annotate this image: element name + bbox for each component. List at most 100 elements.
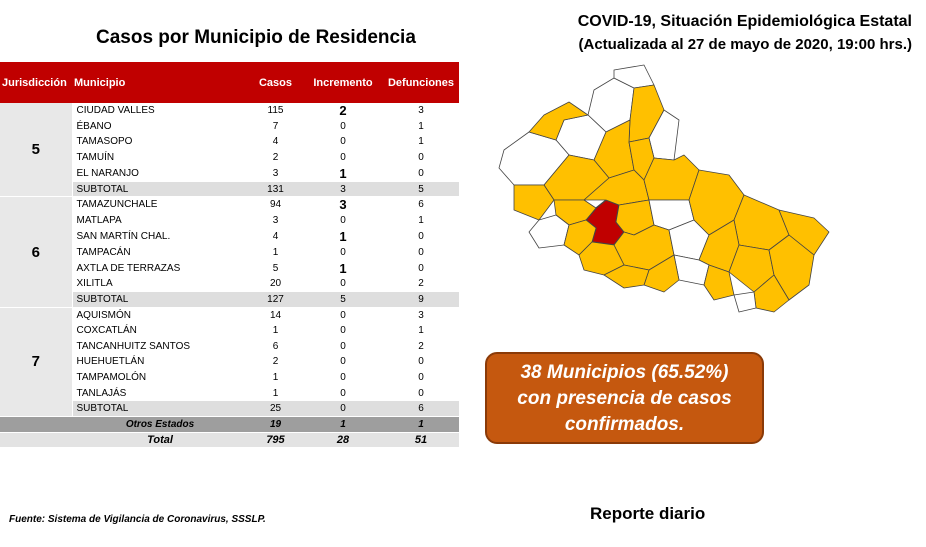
table-row: TANCANHUITZ SANTOS 6 0 2 [0,338,459,355]
defunciones-cell: 0 [383,354,459,371]
casos-cell: 1 [248,369,303,386]
incremento-cell: 0 [303,338,383,355]
table-body: 5 CIUDAD VALLES 115 2 3 ÉBANO 7 0 1 TAMASOPO 4 0 1 TA… [0,103,459,449]
subtotal-casos: 25 [248,400,303,417]
incremento-cell: 0 [303,369,383,386]
defunciones-cell: 1 [383,212,459,230]
subtotal-row: SUBTOTAL 127 5 9 [0,291,459,308]
casos-cell: 1 [248,244,303,261]
table-row: TANLAJÁS 1 0 0 [0,385,459,402]
table-row: AXTLA DE TERRAZAS 5 1 0 [0,260,459,277]
otros-label: Otros Estados [72,416,248,433]
defunciones-cell: 2 [383,338,459,355]
report-title-date: (Actualizada al 27 de mayo de 2020, 19:0… [578,36,913,53]
total-casos: 795 [248,432,303,449]
table-row: SAN MARTÍN CHAL. 4 1 0 [0,228,459,246]
incremento-cell: 2 [303,103,383,120]
casos-cell: 1 [248,322,303,340]
table-row: TAMPAMOLÓN 1 0 0 [0,369,459,386]
source-note: Fuente: Sistema de Vigilancia de Coronav… [9,514,266,525]
defunciones-cell: 0 [383,369,459,386]
total-incremento: 28 [303,432,383,449]
municipio-cell: SAN MARTÍN CHAL. [72,228,248,246]
defunciones-cell: 3 [383,307,459,324]
municipio-cell: ÉBANO [72,118,248,135]
incremento-cell: 0 [303,118,383,135]
map-region-y5 [513,184,555,221]
jurisdiccion-cell: 5 [0,103,73,198]
municipio-cell: HUEHUETLÁN [72,354,248,371]
casos-cell: 4 [248,228,303,246]
map-region-w6 [528,214,570,249]
casos-cell: 2 [248,354,303,371]
table-row: EL NARANJO 3 1 0 [0,165,459,182]
reporte-diario: Reporte diario [590,504,706,523]
casos-cell: 14 [248,307,303,324]
defunciones-cell: 0 [383,149,459,166]
header-municipio: Municipio [72,62,248,103]
map-region-y23 [603,264,650,289]
table-row: ÉBANO 7 0 1 [0,118,459,135]
defunciones-cell: 3 [383,103,459,120]
municipio-cell: TANLAJÁS [72,385,248,402]
callout-line-3: confirmados. [564,414,685,435]
incremento-cell: 0 [303,322,383,340]
report-title: COVID-19, Situación Epidemiológica Estat… [578,10,912,56]
incremento-cell: 3 [303,196,383,214]
subtotal-row: SUBTOTAL 131 3 5 [0,181,459,198]
map-region-y1 [528,101,589,141]
subtotal-label: SUBTOTAL [72,291,248,308]
defunciones-cell: 0 [383,385,459,402]
jurisdiccion-cell: 6 [0,196,73,308]
callout-line-2: con presencia de casos [517,388,732,409]
incremento-cell: 0 [303,354,383,371]
casos-cell: 7 [248,118,303,135]
defunciones-cell: 2 [383,276,459,293]
table-row: MATLAPA 3 0 1 [0,212,459,230]
subtotal-label: SUBTOTAL [72,400,248,417]
municipio-cell: AQUISMÓN [72,307,248,324]
header-casos: Casos [248,62,303,103]
subtotal-label: SUBTOTAL [72,181,248,198]
subtotal-defunciones: 5 [383,181,459,198]
otros-incremento: 1 [303,416,383,433]
state-map [498,64,830,313]
callout-line-1: 38 Municipios (65.52%) [520,362,729,383]
table-row: HUEHUETLÁN 2 0 0 [0,354,459,371]
subtotal-casos: 127 [248,291,303,308]
subtotal-casos: 131 [248,181,303,198]
total-spacer [0,432,72,449]
table-row: TAMUÍN 2 0 0 [0,149,459,166]
casos-cell: 3 [248,165,303,182]
defunciones-cell: 0 [383,228,459,246]
municipio-cell: TAMUÍN [72,149,248,166]
municipio-cell: XILITLA [72,276,248,293]
map-region-y16 [778,209,830,256]
municipio-cell: TANCANHUITZ SANTOS [72,338,248,355]
header-jurisdiccion: Jurisdicción [0,62,72,103]
otros-defunciones: 1 [383,416,459,433]
casos-cell: 94 [248,196,303,214]
casos-cell: 1 [248,385,303,402]
municipio-cell: TAMASOPO [72,134,248,151]
otros-spacer [0,416,72,433]
header-incremento: Incremento [303,62,383,103]
cases-table: Jurisdicción Municipio Casos Incremento … [0,62,459,449]
subtotal-defunciones: 9 [383,291,459,308]
defunciones-cell: 6 [383,196,459,214]
map-region-w10 [733,291,757,313]
table-row: 5 CIUDAD VALLES 115 2 3 [0,103,459,198]
incremento-cell: 0 [303,244,383,261]
table-title: Casos por Municipio de Residencia [96,27,416,48]
subtotal-incremento: 3 [303,181,383,198]
table-row: COXCATLÁN 1 0 1 [0,322,459,340]
incremento-cell: 0 [303,149,383,166]
defunciones-cell: 1 [383,118,459,135]
header-defunciones: Defunciones [383,62,459,103]
incremento-cell: 0 [303,276,383,293]
municipio-cell: TAMPACÁN [72,244,248,261]
table-row: 6 TAMAZUNCHALE 94 3 6 [0,196,459,308]
table-row: XILITLA 20 0 2 [0,276,459,293]
defunciones-cell: 1 [383,134,459,151]
subtotal-incremento: 0 [303,400,383,417]
